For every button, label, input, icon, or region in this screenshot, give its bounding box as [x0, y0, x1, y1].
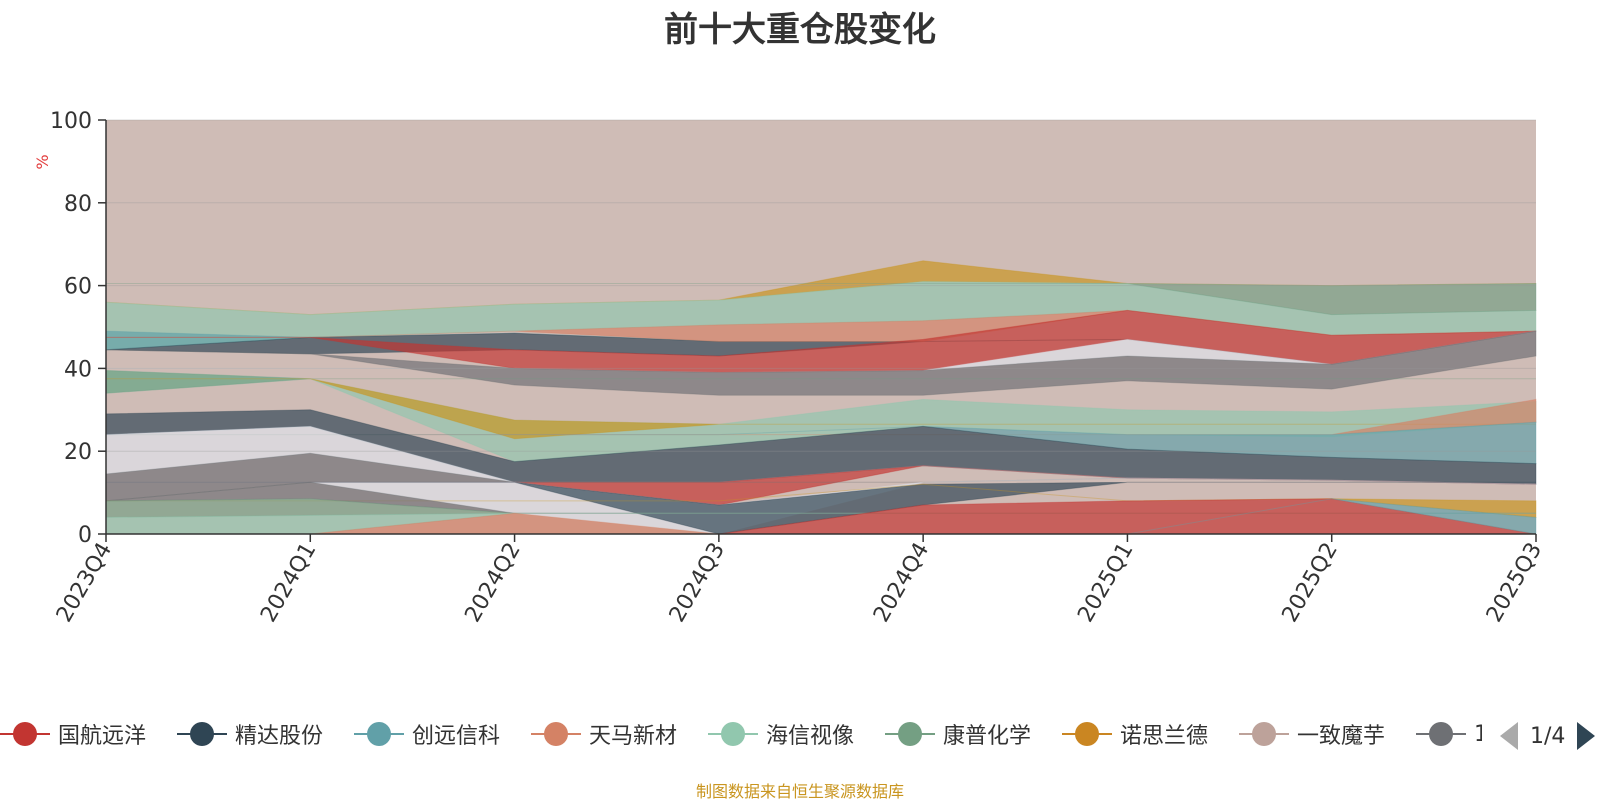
y-tick-label: 40 — [64, 357, 92, 382]
x-tick-label: 2024Q3 — [665, 539, 730, 627]
legend-prev-page-icon[interactable] — [1500, 722, 1518, 750]
area-band-12 — [106, 398, 1537, 436]
legend-label: 创远信科 — [412, 724, 501, 749]
x-tick-label: 2023Q4 — [52, 539, 117, 627]
legend-item[interactable]: 1 — [1416, 716, 1482, 752]
area-band-21 — [105, 481, 1536, 514]
x-tick-label: 2024Q4 — [869, 539, 934, 627]
y-tick-label: 80 — [64, 192, 92, 217]
legend-pager: 1/4 — [1500, 716, 1596, 756]
legend-item[interactable]: 海信视像 — [708, 716, 854, 752]
legend-item[interactable]: 国航远洋 — [0, 716, 146, 752]
legend-item[interactable]: 康普化学 — [885, 716, 1031, 752]
legend-item[interactable]: 诺思兰德 — [1062, 716, 1208, 752]
legend-marker-icon — [354, 716, 404, 752]
legend-label: 海信视像 — [766, 724, 855, 749]
legend-label: 天马新材 — [589, 724, 678, 749]
legend-marker-icon — [177, 716, 227, 752]
y-tick-label: 60 — [64, 275, 92, 300]
y-axis-unit-label: % — [33, 154, 52, 169]
legend-page-indicator: 1/4 — [1530, 723, 1566, 749]
legend-marker-icon — [1062, 716, 1112, 752]
legend-marker-icon — [1239, 716, 1289, 752]
legend-marker-icon — [531, 716, 581, 752]
y-tick-label: 0 — [78, 523, 92, 548]
legend-label: 1 — [1474, 721, 1482, 747]
area-band-19 — [106, 481, 1536, 535]
x-tick-label: 2024Q2 — [460, 539, 525, 627]
legend-label: 康普化学 — [943, 724, 1032, 749]
area-band-8 — [105, 330, 1537, 396]
area-band-11 — [106, 378, 1536, 440]
legend-label: 国航远洋 — [58, 724, 147, 749]
legend-item[interactable]: 天马新材 — [531, 716, 677, 752]
legend-marker-icon — [885, 716, 935, 752]
legend-item[interactable]: 创远信科 — [354, 716, 500, 752]
chart-legend: 国航远洋 精达股份 创远信科 天马新材 海信视像 康普化学 诺思兰德 一致魔芋 1 — [0, 716, 1482, 756]
y-tick-label: 20 — [64, 440, 92, 465]
area-band-10 — [105, 369, 1536, 394]
area-band-20 — [106, 483, 1537, 518]
legend-label: 一致魔芋 — [1297, 724, 1386, 749]
y-tick-label: 100 — [50, 109, 92, 134]
x-tick-label: 2025Q2 — [1278, 539, 1343, 627]
area-band-2 — [106, 282, 1537, 316]
area-band-13 — [106, 421, 1537, 465]
legend-item[interactable]: 精达股份 — [177, 716, 323, 752]
x-tick-label: 2025Q1 — [1073, 539, 1138, 627]
legend-next-page-icon[interactable] — [1577, 722, 1596, 750]
source-note: 制图数据来自恒生聚源数据库 — [695, 782, 904, 801]
legend-label: 诺思兰德 — [1120, 724, 1209, 749]
legend-item[interactable]: 一致魔芋 — [1239, 716, 1385, 752]
chart-title: 前十大重仓股变化 — [664, 10, 936, 50]
area-bands — [105, 260, 1537, 535]
legend-marker-icon — [1416, 716, 1466, 752]
legend-marker-icon — [0, 716, 50, 752]
legend-marker-icon — [708, 716, 758, 752]
legend-label: 精达股份 — [235, 724, 324, 749]
x-tick-label: 2025Q3 — [1482, 539, 1547, 627]
x-tick-label: 2024Q1 — [256, 539, 321, 627]
